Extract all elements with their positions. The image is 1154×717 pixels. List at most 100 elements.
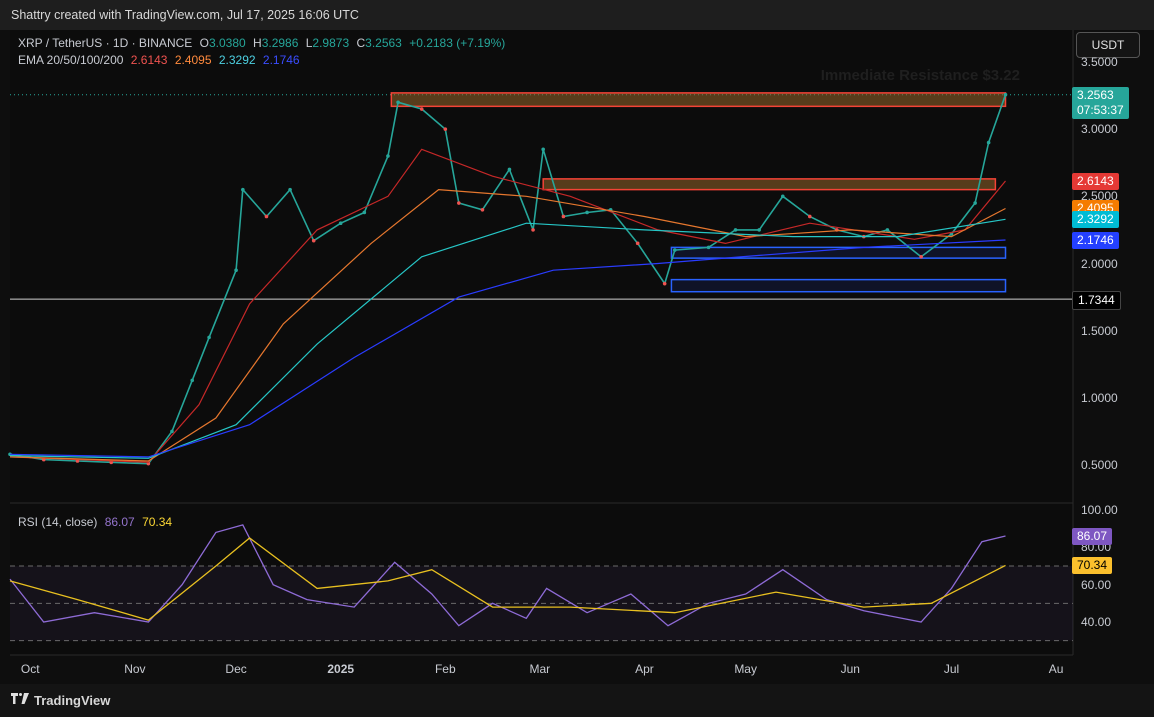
high-label: H — [253, 36, 262, 50]
close-point — [561, 214, 566, 219]
x-tick-label: Dec — [225, 662, 246, 676]
ema50-value: 2.4095 — [174, 53, 212, 67]
rsi-label: RSI (14, close) — [18, 515, 98, 529]
currency-button[interactable]: USDT — [1076, 32, 1140, 58]
close-point — [396, 100, 400, 105]
price-tick-label: 2.5000 — [1081, 189, 1118, 204]
price-tick-label: 3.5000 — [1081, 55, 1118, 69]
x-tick-label: Au — [1049, 662, 1064, 676]
tradingview-logo-icon — [11, 693, 29, 704]
series-rsi-ma — [9, 537, 1006, 621]
price-tick-label: 3.0000 — [1081, 122, 1118, 137]
close-value: 3.2563 — [365, 36, 402, 50]
top-bar — [0, 0, 1154, 30]
price-tick-label: 2.0000 — [1081, 256, 1118, 271]
x-axis-ticks: Oct Nov Dec 2025 Feb Mar Apr May Jun Jul Au — [21, 662, 1064, 676]
price-tag: 2.1746 — [1072, 232, 1119, 250]
low-value: 2.9873 — [312, 36, 350, 50]
rsi-legend[interactable]: RSI (14, close) 86.07 70.34 — [18, 515, 176, 529]
close-point — [443, 127, 448, 131]
close-point — [1003, 92, 1008, 97]
close-point — [234, 268, 238, 273]
close-label: C — [356, 36, 366, 50]
close-point — [733, 228, 738, 232]
rsi-value-tag: 86.07 — [1072, 528, 1113, 545]
price-tag: 3.2563 07:53:37 — [1072, 86, 1129, 119]
rsi-tick-label: 60.00 — [1081, 577, 1112, 592]
close-point — [986, 140, 991, 145]
close-point — [207, 335, 211, 340]
close-point — [362, 210, 367, 215]
footer-bar — [0, 684, 1154, 717]
ema-legend[interactable]: EMA 20/50/100/200 2.6143 2.4095 2.3292 2… — [18, 53, 304, 67]
change-value: +0.2183 (+7.19%) — [409, 36, 506, 50]
close-point — [757, 228, 761, 232]
countdown-label: 07:53:37 — [1077, 102, 1124, 117]
close-point — [311, 238, 316, 243]
series-ema-200 — [9, 239, 1006, 458]
x-tick-label: Oct — [21, 662, 40, 676]
zones-layer — [390, 92, 1007, 293]
support-zone-2 — [670, 246, 1007, 259]
x-tick-label: Apr — [635, 662, 654, 676]
rsi-ma-value: 70.34 — [142, 515, 173, 529]
close-point — [662, 281, 667, 286]
ema200-value: 2.1746 — [262, 53, 300, 67]
rsi-tick-label: 40.00 — [1081, 615, 1112, 629]
close-point — [457, 201, 461, 205]
resistance-zone-0 — [390, 92, 1007, 108]
high-value: 3.2986 — [261, 36, 299, 50]
close-point — [973, 201, 977, 205]
open-label: O — [199, 36, 209, 50]
close-point — [480, 207, 485, 212]
close-point — [386, 154, 390, 158]
series-ema-100 — [9, 218, 1006, 459]
rsi-value-tag: 70.34 — [1072, 557, 1113, 575]
symbol-legend[interactable]: XRP / TetherUS · 1D · BINANCE O3.0380 H3… — [18, 36, 509, 50]
price-tick-label: 1.5000 — [1081, 323, 1118, 338]
chart-plot-area[interactable] — [10, 30, 1073, 655]
price-tick-label: 0.5000 — [1081, 458, 1118, 472]
close-point — [780, 194, 785, 199]
series-rsi — [9, 524, 1006, 627]
series-layer — [8, 92, 1008, 466]
rsi-layer — [9, 524, 1073, 642]
resistance-annotation: Immediate Resistance $3.22 — [821, 67, 1020, 84]
x-tick-label: May — [734, 662, 757, 676]
price-tag: 1.7344 — [1072, 291, 1121, 311]
series-ema-50 — [9, 188, 1006, 462]
price-tag: 2.6143 — [1072, 172, 1119, 190]
close-point — [706, 245, 711, 250]
close-point — [170, 429, 174, 434]
rsi-tick-label: 100.00 — [1081, 503, 1118, 517]
close-point — [885, 228, 890, 232]
ema100-value: 2.3292 — [218, 53, 256, 67]
close-point — [807, 214, 812, 219]
grid-lines — [10, 30, 1074, 656]
price-tick-label: 1.0000 — [1081, 390, 1118, 405]
close-point — [338, 221, 343, 225]
x-tick-label: Jul — [944, 662, 959, 676]
ema20-value: 2.6143 — [130, 53, 168, 67]
open-value: 3.0380 — [208, 36, 246, 50]
x-tick-label: 2025 — [327, 662, 354, 676]
created-caption: Shattry created with TradingView.com, Ju… — [11, 8, 359, 22]
close-point — [264, 214, 269, 219]
x-tick-label: Nov — [124, 662, 145, 676]
tradingview-brand: TradingView — [34, 693, 111, 708]
close-point — [585, 210, 589, 215]
symbol-title: XRP / TetherUS · 1D · BINANCE — [18, 36, 193, 50]
close-point — [672, 248, 677, 252]
resistance-zone-1 — [542, 178, 997, 191]
close-point — [419, 107, 424, 111]
series-ema-20 — [9, 148, 1006, 463]
close-point — [635, 241, 640, 246]
support-zone-3 — [670, 278, 1007, 293]
close-point — [241, 187, 245, 192]
close-point — [190, 378, 195, 383]
rsi-value: 86.07 — [104, 515, 135, 529]
x-tick-label: Feb — [435, 662, 456, 676]
x-tick-label: Jun — [841, 662, 860, 676]
close-point — [531, 228, 535, 232]
